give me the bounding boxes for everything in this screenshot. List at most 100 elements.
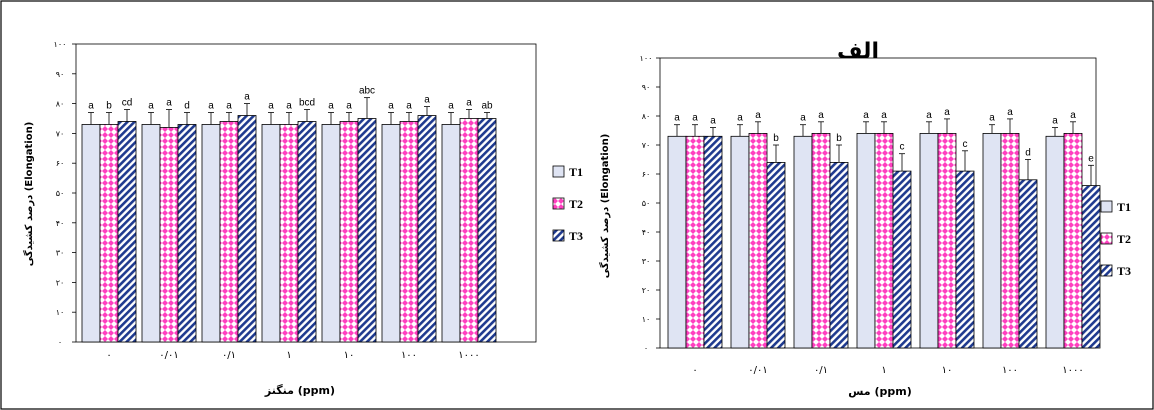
bar-t2	[459, 118, 479, 343]
y-axis-label: درصد کشیدگی (Elongation)	[598, 134, 611, 279]
y-tick-label: ۰	[58, 338, 62, 347]
y-axis-ticks: ۰ ۱۰ ۲۰ ۳۰ ۴۰ ۵۰ ۶۰ ۷۰ ۸۰ ۹۰ ۱۰۰	[54, 40, 76, 347]
bar-t3	[1018, 179, 1038, 349]
significance-label: a	[328, 101, 334, 112]
y-tick-label: ۲۰	[642, 286, 651, 295]
x-tick-label: ۰/۰۱	[159, 350, 178, 361]
y-tick-label: ۹۰	[642, 83, 651, 92]
legend-label-t2: T2	[569, 197, 583, 211]
legend: T1 T2 T3	[1100, 200, 1131, 278]
significance-label: a	[692, 113, 698, 124]
bar-t1	[441, 124, 461, 343]
significance-label: a	[148, 101, 154, 112]
bar-t3	[237, 115, 257, 343]
y-tick-label: ۱۰۰	[640, 54, 653, 63]
significance-label: c	[900, 142, 905, 153]
significance-label: a	[755, 110, 761, 121]
bar-t3	[177, 124, 197, 343]
legend-swatch-t2	[1100, 232, 1113, 245]
x-axis-ticks: ۰ ۰/۰۱ ۰/۱ ۱ ۱۰ ۱۰۰ ۱۰۰۰	[692, 365, 1083, 376]
significance-label: a	[166, 98, 172, 109]
significance-label: a	[800, 113, 806, 124]
legend-label-t3: T3	[1117, 264, 1131, 278]
y-axis-ticks: ۰ ۱۰ ۲۰ ۳۰ ۴۰ ۵۰ ۶۰ ۷۰ ۸۰ ۹۰ ۱۰۰	[640, 54, 660, 353]
chart-copper: الف درصد کشیدگی (Elongation) مس (ppm) ۰۱…	[598, 39, 1131, 398]
bar-t1	[141, 124, 161, 343]
y-tick-label: ۶۰	[56, 159, 65, 168]
y-tick-label: ۵۰	[56, 189, 65, 198]
y-tick-label: ۷۰	[642, 141, 651, 150]
significance-label: d	[1025, 148, 1031, 159]
significance-label: a	[448, 101, 454, 112]
y-tick-label: ۹۰	[56, 70, 65, 79]
legend-swatch-t2	[552, 197, 565, 210]
significance-label: a	[737, 113, 743, 124]
significance-label: a	[268, 101, 274, 112]
x-tick-label: ۱۰۰	[401, 350, 417, 361]
y-tick-label: ۲۰	[56, 278, 65, 287]
significance-label: cd	[122, 98, 133, 109]
bar-t3	[357, 118, 377, 343]
legend-label-t2: T2	[1117, 232, 1131, 246]
significance-label: a	[406, 101, 412, 112]
bar-t1	[1045, 135, 1065, 349]
bar-t2	[685, 135, 705, 349]
x-tick-label: ۱۰	[942, 365, 953, 376]
bar-t3	[297, 121, 317, 343]
significance-label: a	[466, 98, 472, 109]
y-tick-label: ۳۰	[56, 249, 65, 258]
x-tick-label: ۱	[881, 365, 886, 376]
significance-label: a	[710, 116, 716, 127]
significance-label: a	[944, 107, 950, 118]
bar-t1	[793, 135, 813, 349]
x-tick-label: ۱۰۰۰	[458, 350, 479, 361]
significance-label: a	[1007, 107, 1013, 118]
bar-t1	[982, 132, 1002, 349]
legend-swatch-t1	[1100, 200, 1113, 213]
y-tick-label: ۰	[644, 344, 648, 353]
bar-t2	[748, 132, 768, 349]
legend-label-t1: T1	[1117, 200, 1131, 214]
legend: T1 T2 T3	[552, 165, 583, 243]
y-tick-label: ۵۰	[642, 199, 651, 208]
bar-t3	[417, 115, 437, 343]
significance-label: a	[863, 110, 869, 121]
x-tick-label: ۱۰۰	[1002, 365, 1018, 376]
significance-label: abc	[359, 86, 375, 97]
y-tick-label: ۴۰	[642, 228, 651, 237]
significance-label: a	[346, 101, 352, 112]
bar-t3	[1081, 185, 1101, 349]
y-tick-label: ۱۰	[56, 308, 65, 317]
y-tick-label: ۸۰	[642, 112, 651, 121]
significance-label: a	[88, 101, 94, 112]
y-tick-label: ۶۰	[642, 170, 651, 179]
x-axis-label: مس (ppm)	[848, 385, 911, 398]
x-tick-label: ۰/۱	[222, 350, 236, 361]
x-tick-label: ۱	[286, 350, 291, 361]
bar-t2	[339, 121, 359, 343]
significance-label: ab	[481, 101, 493, 112]
significance-label: b	[106, 101, 112, 112]
bar-t2	[279, 124, 299, 343]
bar-t3	[766, 161, 786, 349]
x-tick-label: ۱۰	[344, 350, 355, 361]
significance-label: a	[1070, 110, 1076, 121]
significance-label: a	[286, 101, 292, 112]
bar-t1	[667, 135, 687, 349]
significance-label: a	[989, 113, 995, 124]
significance-label: a	[881, 110, 887, 121]
significance-label: a	[226, 101, 232, 112]
bar-t1	[381, 124, 401, 343]
y-tick-label: ۳۰	[642, 257, 651, 266]
chart-manganese: ب درصد کشیدگی (Elongation) منگنز (ppm) ۰…	[22, 40, 583, 397]
significance-label: a	[1052, 116, 1058, 127]
significance-label: a	[244, 92, 250, 103]
bar-t2	[399, 121, 419, 343]
significance-label: a	[674, 113, 680, 124]
significance-label: a	[208, 101, 214, 112]
bar-t1	[919, 132, 939, 349]
x-axis-ticks: ۰ ۰/۰۱ ۰/۱ ۱ ۱۰ ۱۰۰ ۱۰۰۰	[106, 350, 479, 361]
y-tick-label: ۱۰۰	[54, 40, 67, 49]
bar-t2	[874, 132, 894, 349]
bar-t2	[937, 132, 957, 349]
